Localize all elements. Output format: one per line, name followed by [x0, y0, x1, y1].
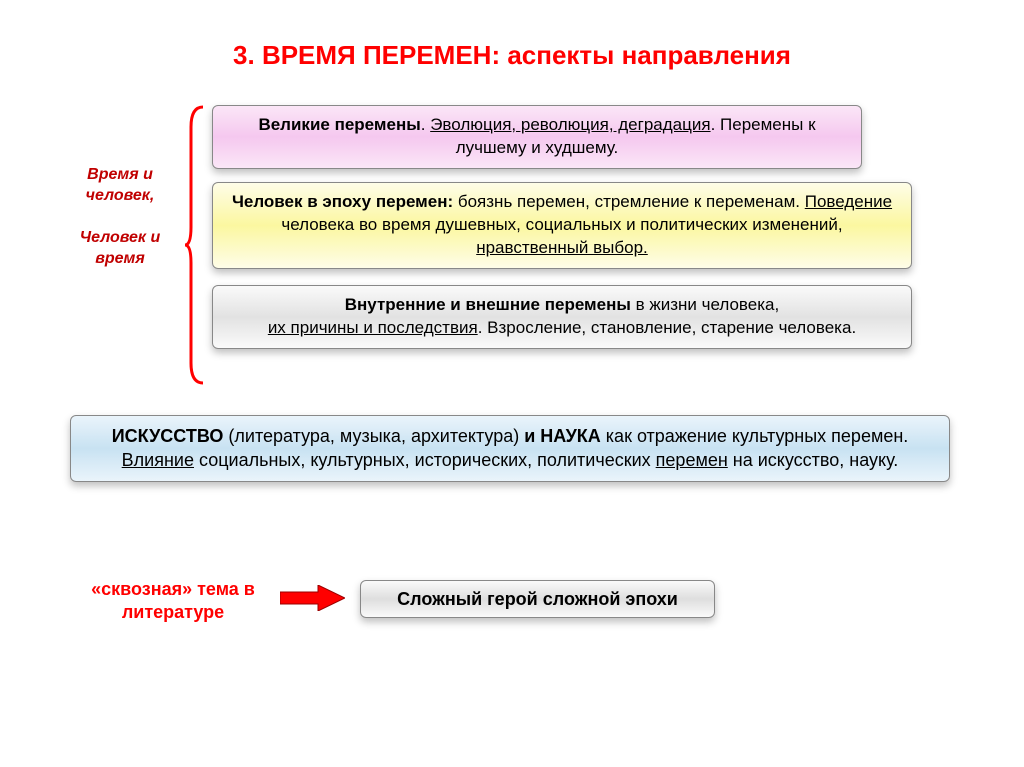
box-great-changes: Великие перемены. Эволюция, революция, д…: [212, 105, 862, 169]
text: как отражение культурных перемен.: [601, 426, 909, 446]
bottom-theme-label: «сквозная» тема в литературе: [78, 578, 268, 623]
text: социальных, культурных, исторических, по…: [194, 450, 656, 470]
text-underline: перемен: [656, 450, 728, 470]
text: . Взросление, становление, старение чело…: [478, 318, 856, 337]
page-title: 3. ВРЕМЯ ПЕРЕМЕН: аспекты направления: [0, 0, 1024, 81]
text-bold: Внутренние и внешние перемены: [345, 295, 631, 314]
text-bold: Человек в эпоху перемен:: [232, 192, 453, 211]
text: ИСКУССТВО (: [112, 426, 235, 446]
side-label-1: Время и человек,: [70, 165, 170, 207]
bracket-icon: [185, 105, 203, 385]
box-complex-hero: Сложный герой сложной эпохи: [360, 580, 715, 618]
text: боязнь перемен, стремление к переменам.: [453, 192, 805, 211]
box-art-science: ИСКУССТВО (литература, музыка, архитекту…: [70, 415, 950, 482]
text-underline: Эволюция, революция, деградация: [430, 115, 710, 134]
box-human-epoch: Человек в эпоху перемен: боязнь перемен,…: [212, 182, 912, 269]
text-underline: нравственный выбор.: [476, 238, 648, 257]
side-label-2: Человек и время: [70, 228, 170, 270]
text: человека во время душевных, социальных и…: [281, 215, 842, 234]
text-bold: Великие перемены: [258, 115, 420, 134]
box-internal-external: Внутренние и внешние перемены в жизни че…: [212, 285, 912, 349]
text: на искусство, науку.: [728, 450, 899, 470]
text-underline: Влияние: [122, 450, 194, 470]
text: в жизни человека,: [631, 295, 779, 314]
text-underline: их причины и последствия: [268, 318, 478, 337]
text-paren: литература, музыка, архитектура: [234, 426, 513, 446]
text: ) и НАУКА: [513, 426, 601, 446]
arrow-icon: [280, 585, 345, 616]
text-underline: Поведение: [805, 192, 892, 211]
text: .: [421, 115, 430, 134]
